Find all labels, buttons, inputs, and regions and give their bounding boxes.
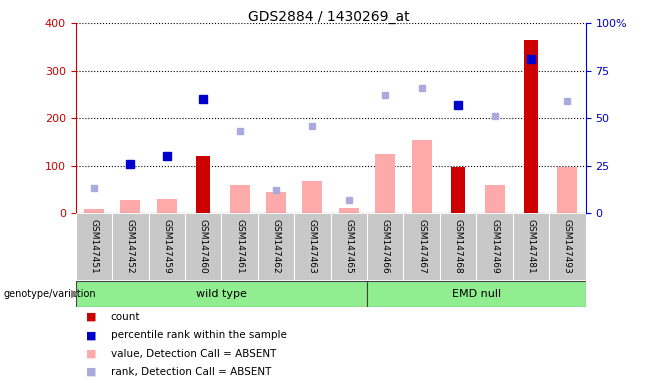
Text: rank, Detection Call = ABSENT: rank, Detection Call = ABSENT xyxy=(111,367,271,377)
Bar xyxy=(451,167,465,213)
Text: ■: ■ xyxy=(86,349,96,359)
Bar xyxy=(339,209,359,213)
Bar xyxy=(375,154,395,213)
Bar xyxy=(84,209,104,213)
Text: GSM147463: GSM147463 xyxy=(308,219,317,274)
Bar xyxy=(557,167,578,213)
Bar xyxy=(294,213,330,280)
Text: wild type: wild type xyxy=(196,289,247,299)
Bar xyxy=(76,213,112,280)
Bar xyxy=(303,181,322,213)
Text: GSM147493: GSM147493 xyxy=(563,219,572,274)
Bar xyxy=(185,213,221,280)
Bar xyxy=(440,213,476,280)
Text: GSM147452: GSM147452 xyxy=(126,219,135,274)
Text: GSM147461: GSM147461 xyxy=(235,219,244,274)
Text: genotype/variation: genotype/variation xyxy=(3,289,96,299)
Text: EMD null: EMD null xyxy=(452,289,501,299)
Bar xyxy=(76,281,367,307)
Bar xyxy=(524,40,538,213)
Text: GDS2884 / 1430269_at: GDS2884 / 1430269_at xyxy=(248,10,410,23)
Text: GSM147481: GSM147481 xyxy=(526,219,536,274)
Text: GSM147462: GSM147462 xyxy=(272,219,280,274)
Text: ▶: ▶ xyxy=(71,289,80,299)
Text: GSM147465: GSM147465 xyxy=(344,219,353,274)
Text: ■: ■ xyxy=(86,330,96,340)
Text: ■: ■ xyxy=(86,367,96,377)
Text: GSM147467: GSM147467 xyxy=(417,219,426,274)
Text: ■: ■ xyxy=(86,312,96,322)
Bar xyxy=(149,213,185,280)
Bar xyxy=(221,213,258,280)
Bar xyxy=(157,199,177,213)
Bar xyxy=(112,213,149,280)
Bar xyxy=(120,200,140,213)
Text: GSM147451: GSM147451 xyxy=(89,219,99,274)
Bar xyxy=(230,185,249,213)
Bar xyxy=(196,156,211,213)
Bar xyxy=(513,213,549,280)
Bar xyxy=(476,213,513,280)
Bar xyxy=(330,213,367,280)
Text: GSM147469: GSM147469 xyxy=(490,219,499,274)
Bar xyxy=(549,213,586,280)
Bar xyxy=(484,185,505,213)
Text: GSM147460: GSM147460 xyxy=(199,219,208,274)
Bar xyxy=(367,281,586,307)
Bar xyxy=(367,213,403,280)
Text: GSM147459: GSM147459 xyxy=(163,219,171,274)
Text: count: count xyxy=(111,312,140,322)
Bar xyxy=(412,141,432,213)
Text: value, Detection Call = ABSENT: value, Detection Call = ABSENT xyxy=(111,349,276,359)
Bar xyxy=(258,213,294,280)
Bar xyxy=(403,213,440,280)
Text: GSM147466: GSM147466 xyxy=(381,219,390,274)
Text: percentile rank within the sample: percentile rank within the sample xyxy=(111,330,286,340)
Text: GSM147468: GSM147468 xyxy=(453,219,463,274)
Bar xyxy=(266,192,286,213)
